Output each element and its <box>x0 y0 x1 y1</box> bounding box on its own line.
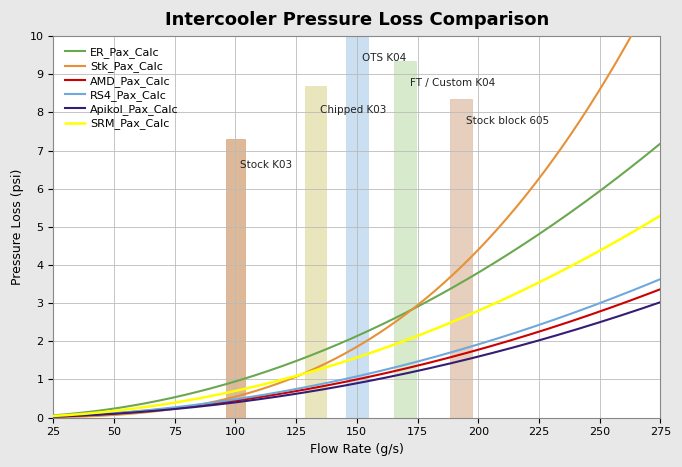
SRM_Pax_Calc <box>656 213 664 219</box>
Stk_Pax_Calc <box>49 415 57 420</box>
RS4_Pax_Calc <box>656 276 664 282</box>
AMD_Pax_Calc <box>656 286 664 292</box>
ER_Pax_Calc <box>656 141 664 147</box>
AMD_Pax_Calc <box>324 382 332 388</box>
RS4_Pax_Calc <box>157 406 165 411</box>
Stk_Pax_Calc <box>324 360 332 365</box>
SRM_Pax_Calc <box>324 364 332 369</box>
RS4_Pax_Calc <box>455 347 463 353</box>
SRM_Pax_Calc <box>455 317 463 322</box>
Bar <box>394 61 416 417</box>
RS4_Pax_Calc <box>49 414 57 419</box>
AMD_Pax_Calc <box>157 407 165 412</box>
ER_Pax_Calc <box>324 346 332 351</box>
ER_Pax_Calc <box>455 281 463 287</box>
Stk_Pax_Calc <box>455 267 463 272</box>
Apikol_Pax_Calc <box>506 346 514 351</box>
AMD_Pax_Calc <box>407 364 415 370</box>
Line: RS4_Pax_Calc: RS4_Pax_Calc <box>53 279 660 417</box>
ER_Pax_Calc <box>157 397 165 403</box>
Stk_Pax_Calc <box>157 408 165 413</box>
Apikol_Pax_Calc <box>455 359 463 364</box>
Apikol_Pax_Calc <box>407 369 415 375</box>
Apikol_Pax_Calc <box>205 403 213 408</box>
X-axis label: Flow Rate (g/s): Flow Rate (g/s) <box>310 443 404 456</box>
ER_Pax_Calc <box>205 386 213 391</box>
Bar <box>305 86 327 417</box>
AMD_Pax_Calc <box>49 414 57 419</box>
Text: Chipped K03: Chipped K03 <box>321 105 387 115</box>
ER_Pax_Calc <box>407 307 415 313</box>
Bar <box>346 36 368 417</box>
Text: OTS K04: OTS K04 <box>361 53 406 64</box>
Text: FT / Custom K04: FT / Custom K04 <box>411 78 496 88</box>
AMD_Pax_Calc <box>205 401 213 407</box>
Y-axis label: Pressure Loss (psi): Pressure Loss (psi) <box>11 169 24 285</box>
Line: Apikol_Pax_Calc: Apikol_Pax_Calc <box>53 302 660 417</box>
Line: SRM_Pax_Calc: SRM_Pax_Calc <box>53 216 660 416</box>
Bar <box>226 139 245 417</box>
Line: AMD_Pax_Calc: AMD_Pax_Calc <box>53 289 660 417</box>
AMD_Pax_Calc <box>506 338 514 343</box>
Legend: ER_Pax_Calc, Stk_Pax_Calc, AMD_Pax_Calc, RS4_Pax_Calc, Apikol_Pax_Calc, SRM_Pax_: ER_Pax_Calc, Stk_Pax_Calc, AMD_Pax_Calc,… <box>59 42 184 135</box>
ER_Pax_Calc <box>49 412 57 418</box>
Apikol_Pax_Calc <box>49 414 57 419</box>
SRM_Pax_Calc <box>49 413 57 419</box>
SRM_Pax_Calc <box>407 335 415 341</box>
Title: Intercooler Pressure Loss Comparison: Intercooler Pressure Loss Comparison <box>164 11 549 29</box>
RS4_Pax_Calc <box>407 361 415 366</box>
Text: Stock K03: Stock K03 <box>240 160 293 170</box>
RS4_Pax_Calc <box>205 400 213 406</box>
AMD_Pax_Calc <box>455 352 463 358</box>
Line: ER_Pax_Calc: ER_Pax_Calc <box>53 144 660 415</box>
Bar <box>450 99 472 417</box>
Line: Stk_Pax_Calc: Stk_Pax_Calc <box>53 0 660 417</box>
Apikol_Pax_Calc <box>324 386 332 391</box>
Apikol_Pax_Calc <box>656 299 664 305</box>
Apikol_Pax_Calc <box>157 408 165 413</box>
SRM_Pax_Calc <box>157 402 165 408</box>
Stk_Pax_Calc <box>205 400 213 405</box>
Stk_Pax_Calc <box>407 307 415 313</box>
RS4_Pax_Calc <box>506 332 514 337</box>
RS4_Pax_Calc <box>324 380 332 385</box>
SRM_Pax_Calc <box>506 293 514 299</box>
Text: Stock block 605: Stock block 605 <box>466 116 549 126</box>
Stk_Pax_Calc <box>506 212 514 217</box>
ER_Pax_Calc <box>506 250 514 255</box>
SRM_Pax_Calc <box>205 394 213 399</box>
